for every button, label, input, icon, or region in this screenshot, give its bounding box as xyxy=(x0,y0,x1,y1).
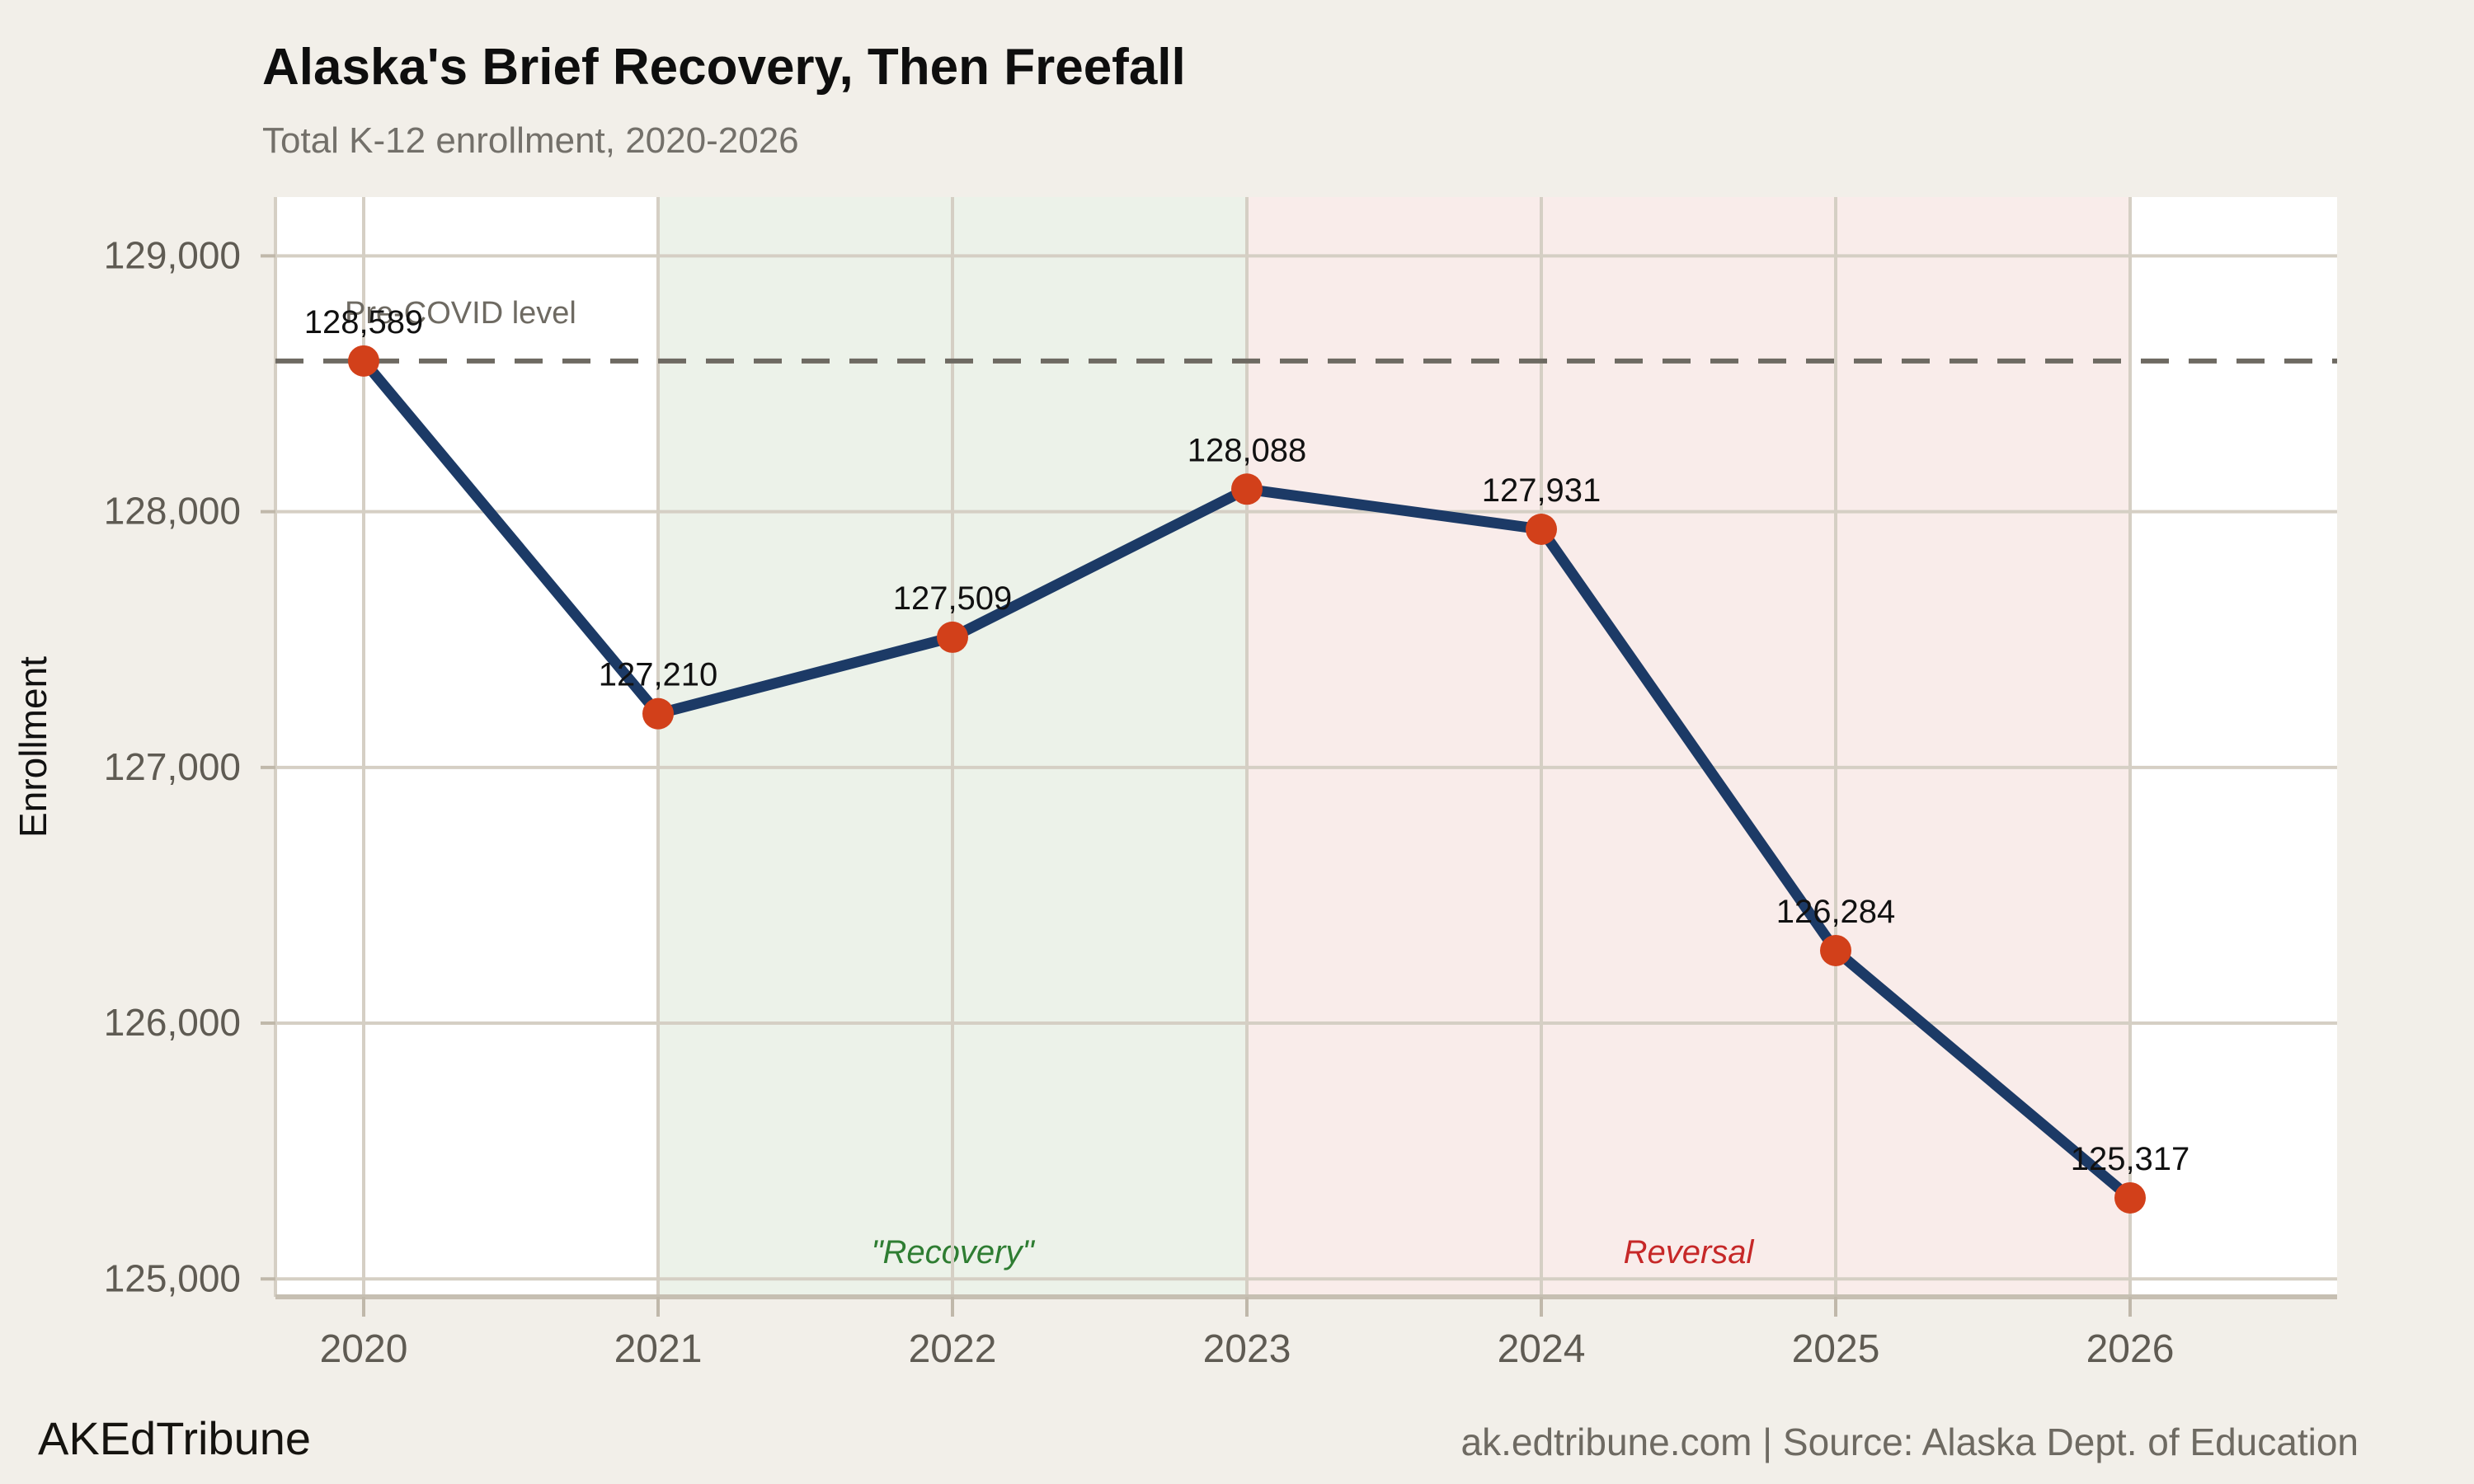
period-band-label-1: Reversal xyxy=(1624,1234,1755,1270)
data-point-2024 xyxy=(1526,513,1557,545)
x-tick-label-2022: 2022 xyxy=(909,1327,997,1371)
data-point-2020 xyxy=(348,345,379,377)
y-tick-label-2: 127,000 xyxy=(104,745,241,788)
x-tick-label-2024: 2024 xyxy=(1498,1327,1586,1371)
data-point-label-2020: 128,589 xyxy=(304,304,424,340)
chart-title: Alaska's Brief Recovery, Then Freefall xyxy=(262,39,1186,96)
x-tick-label-2020: 2020 xyxy=(320,1327,408,1371)
data-point-2022 xyxy=(937,621,968,653)
data-point-2025 xyxy=(1820,934,1851,966)
data-point-label-2023: 128,088 xyxy=(1188,432,1307,468)
brand-wordmark: AKEdTribune xyxy=(38,1412,311,1464)
data-point-label-2022: 127,509 xyxy=(893,580,1013,617)
data-point-label-2026: 125,317 xyxy=(2071,1141,2190,1177)
source-attribution: ak.edtribune.com | Source: Alaska Dept. … xyxy=(1460,1421,2359,1463)
x-tick-label-2026: 2026 xyxy=(2086,1327,2175,1371)
data-point-label-2021: 127,210 xyxy=(599,657,718,693)
y-tick-label-3: 128,000 xyxy=(104,490,241,533)
data-point-label-2025: 126,284 xyxy=(1776,894,1896,930)
data-point-2023 xyxy=(1231,473,1263,505)
y-tick-label-0: 125,000 xyxy=(104,1256,241,1299)
data-point-2021 xyxy=(642,697,674,730)
x-tick-label-2025: 2025 xyxy=(1792,1327,1880,1371)
data-point-2026 xyxy=(2114,1181,2146,1214)
reference-line-label: Pre-COVID level xyxy=(345,296,576,331)
x-tick-label-2021: 2021 xyxy=(614,1327,703,1371)
y-tick-label-1: 126,000 xyxy=(104,1001,241,1044)
chart-subtitle: Total K-12 enrollment, 2020-2026 xyxy=(262,120,799,161)
data-point-label-2024: 127,931 xyxy=(1482,472,1602,509)
y-axis-title: Enrollment xyxy=(12,656,54,838)
y-tick-label-4: 129,000 xyxy=(104,233,241,276)
x-tick-label-2023: 2023 xyxy=(1203,1327,1291,1371)
